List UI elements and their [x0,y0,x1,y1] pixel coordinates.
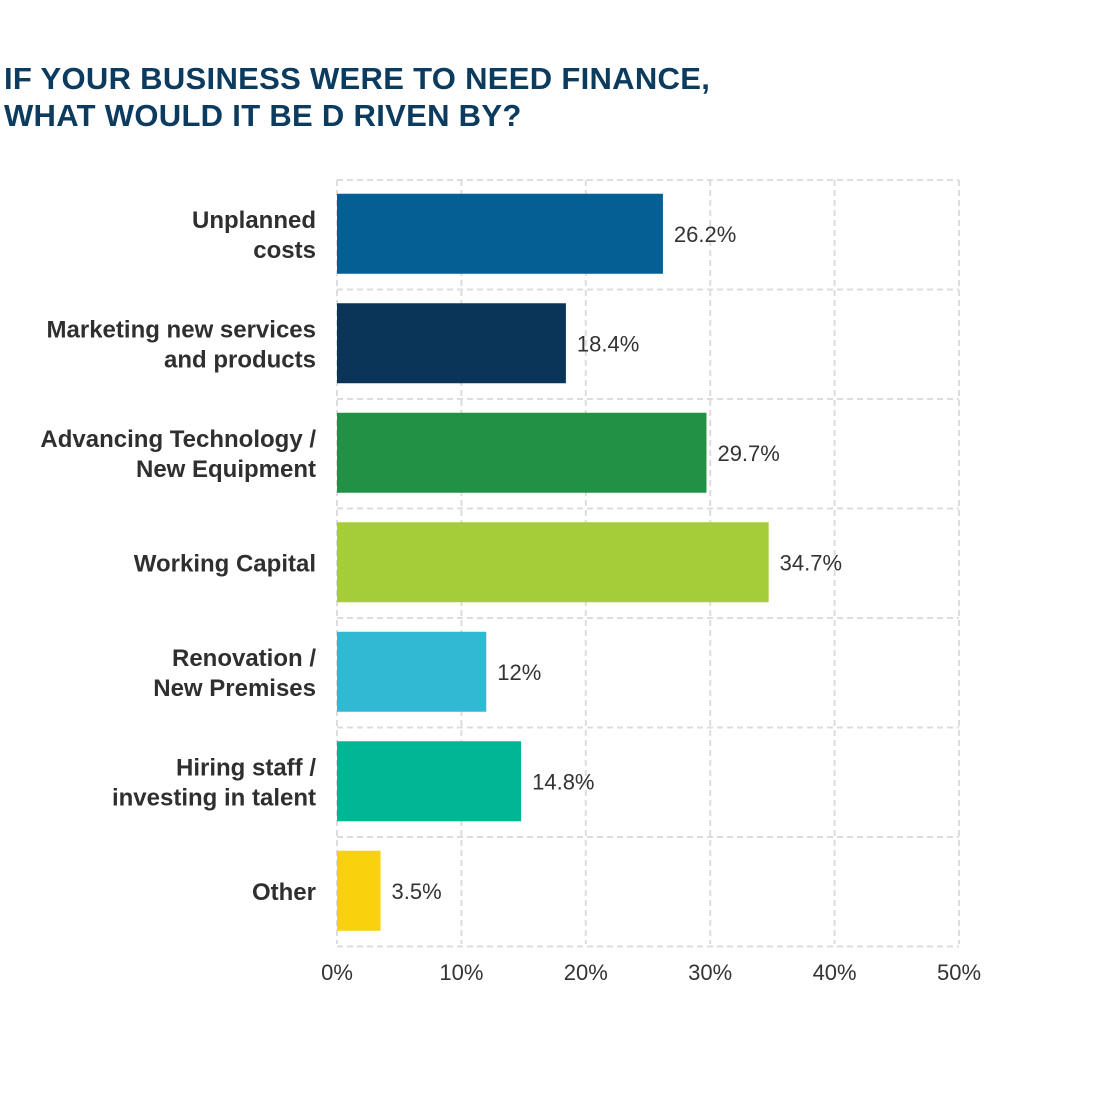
category-label: Marketing new services [47,316,316,343]
x-tick-label: 30% [688,960,732,985]
category-label: Advancing Technology / [40,426,316,453]
category-label: Unplanned [192,207,316,234]
x-tick-label: 50% [937,960,981,985]
bar-value-label: 14.8% [532,769,594,794]
x-tick-label: 0% [321,960,353,985]
bar-value-label: 18.4% [577,331,639,356]
bar [337,412,707,493]
category-label: Renovation / [172,645,316,672]
bar [337,741,522,822]
category-label: New Equipment [136,456,316,483]
bars [337,193,769,931]
chart-title-line-1: IF YOUR BUSINESS WERE TO NEED FINANCE, [4,61,711,96]
category-label: and products [164,346,316,373]
bar [337,193,663,274]
labels: 26.2% Unplanned costs 18.4% Marketing new se… [40,207,842,906]
category-label: Working Capital [134,550,316,577]
bar [337,631,487,712]
chart-title-line-2: WHAT WOULD IT BE D RIVEN BY? [4,98,522,133]
category-label: investing in talent [112,784,316,811]
bar-value-label: 29.7% [717,441,779,466]
chart-title: IF YOUR BUSINESS WERE TO NEED FINANCE, W… [4,60,1004,134]
x-tick-label: 40% [813,960,857,985]
x-tick-label: 10% [439,960,483,985]
x-axis-ticks: 0% 10% 20% 30% 40% 50% [321,960,981,985]
bar [337,850,381,931]
bar-value-label: 12% [497,660,541,685]
x-tick-label: 20% [564,960,608,985]
bar-value-label: 34.7% [780,550,842,575]
category-label: Other [252,879,316,906]
bar-value-label: 26.2% [674,222,736,247]
category-label: New Premises [153,675,316,702]
category-label: Hiring staff / [176,754,316,781]
bar [337,522,769,603]
bar [337,303,566,384]
bar-value-label: 3.5% [392,879,442,904]
category-label: costs [253,237,316,264]
